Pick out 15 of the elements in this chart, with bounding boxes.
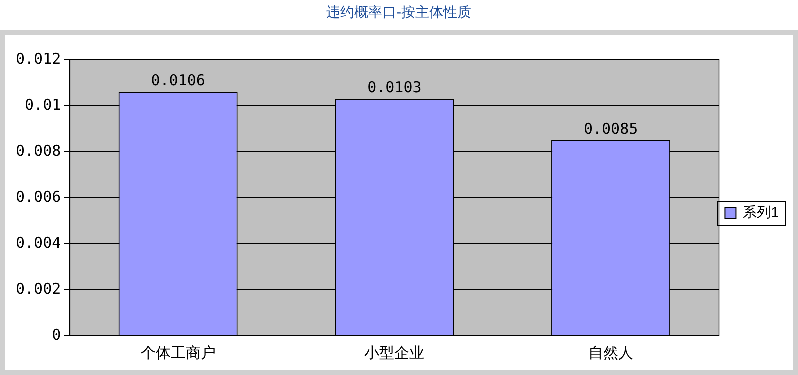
x-tick-label: 自然人 [588,345,634,362]
y-tick-label: 0 [52,326,62,344]
y-tick-label: 0.008 [16,142,62,160]
data-label: 0.0106 [151,72,206,90]
chart-title: 违约概率口-按主体性质 [325,4,473,23]
y-tick-label: 0.006 [16,188,62,206]
x-tick-label: 个体工商户 [140,345,216,362]
y-tick-label: 0.002 [16,280,62,298]
data-label: 0.0103 [368,78,422,96]
data-label: 0.0085 [584,120,638,138]
y-tick-label: 0.012 [16,50,62,68]
y-tick-label: 0.01 [25,96,62,114]
x-tick-label: 小型企业 [364,345,425,362]
legend-label: 系列1 [743,204,780,220]
y-tick-label: 0.004 [16,234,62,252]
